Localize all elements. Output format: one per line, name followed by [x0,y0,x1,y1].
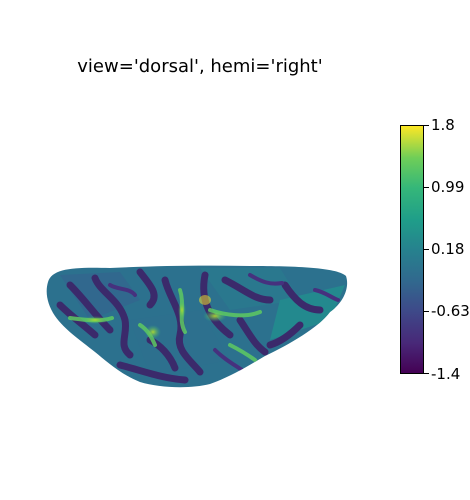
colorbar-tick [424,249,429,250]
colorbar-tick [424,373,429,374]
figure-title: view='dorsal', hemi='right' [77,56,323,77]
colorbar-tick [424,125,429,126]
colorbar-tick [424,187,429,188]
colorbar-tick-label: 1.8 [431,116,455,134]
colorbar-tick-label: -0.63 [431,302,470,320]
colorbar [400,125,424,374]
colorbar-tick-label: -1.4 [431,365,461,383]
colorbar-tick [424,311,429,312]
colorbar-tick-label: 0.99 [431,178,465,196]
colorbar-tick-label: 0.18 [431,240,465,258]
brain-surface-image [46,265,348,388]
brain-surface [46,265,348,388]
